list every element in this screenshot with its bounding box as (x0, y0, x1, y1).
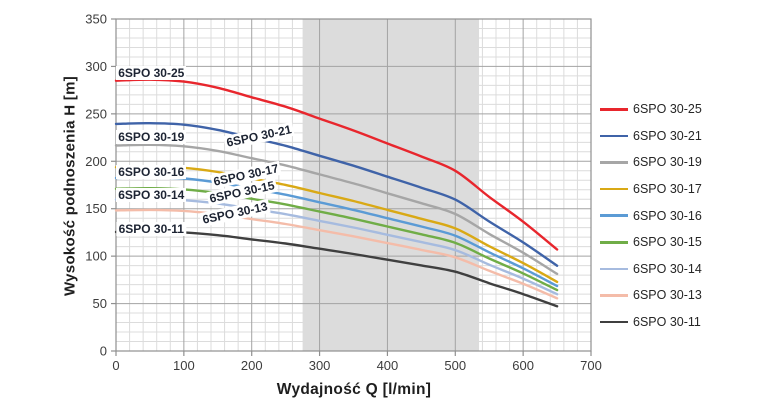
legend-label: 6SPO 30-19 (633, 155, 702, 170)
legend-item-6spo-30-15: 6SPO 30-15 (600, 229, 702, 256)
legend-item-6spo-30-13: 6SPO 30-13 (600, 282, 702, 309)
legend-label: 6SPO 30-16 (633, 208, 702, 223)
legend-item-6spo-30-25: 6SPO 30-25 (600, 96, 702, 123)
y-tick-label: 300 (85, 59, 107, 74)
legend-swatch-icon (600, 134, 628, 138)
x-tick-label: 300 (309, 358, 331, 373)
legend-swatch-icon (600, 320, 628, 324)
x-tick-label: 700 (580, 358, 602, 373)
x-tick-label: 0 (112, 358, 119, 373)
legend-label: 6SPO 30-25 (633, 102, 702, 117)
legend: 6SPO 30-25 6SPO 30-21 6SPO 30-19 6SPO 30-17… (600, 96, 702, 335)
curve-6spo-30-11 (114, 230, 559, 308)
curve-6spo-30-21 (114, 121, 559, 267)
legend-label: 6SPO 30-15 (633, 235, 702, 250)
legend-swatch-icon (600, 108, 628, 111)
legend-label: 6SPO 30-11 (633, 315, 701, 330)
curve-label-6spo-30-11: 6SPO 30-11 (116, 221, 186, 236)
plot-border (115, 18, 592, 352)
curve-6spo-30-17 (114, 165, 559, 284)
y-tick-label: 250 (85, 106, 107, 121)
y-tick-label: 150 (85, 201, 107, 216)
y-tick-label: 50 (93, 296, 107, 311)
legend-item-6spo-30-11: 6SPO 30-11 (600, 309, 702, 336)
legend-label: 6SPO 30-17 (633, 182, 702, 197)
legend-item-6spo-30-19: 6SPO 30-19 (600, 149, 702, 176)
legend-swatch-icon (600, 267, 628, 271)
legend-item-6spo-30-21: 6SPO 30-21 (600, 123, 702, 150)
legend-swatch-icon (600, 161, 628, 164)
legend-label: 6SPO 30-13 (633, 288, 702, 303)
x-tick-label: 200 (241, 358, 263, 373)
curve-6spo-30-15 (114, 186, 559, 292)
operating-range-band (302, 19, 480, 351)
curve-label-6spo-30-19: 6SPO 30-19 (116, 129, 187, 144)
legend-label: 6SPO 30-21 (633, 128, 702, 143)
legend-swatch-icon (600, 294, 628, 297)
legend-swatch-icon (600, 187, 628, 191)
x-tick-label: 400 (377, 358, 399, 373)
y-tick-label: 200 (85, 154, 107, 169)
curve-6spo-30-19 (114, 143, 559, 276)
curve-label-6spo-30-25: 6SPO 30-25 (116, 66, 187, 81)
curve-6spo-30-25 (114, 78, 559, 251)
y-axis-title: Wysokość podnoszenia H [m] (61, 75, 79, 297)
y-tick-label: 0 (100, 344, 107, 359)
legend-label: 6SPO 30-14 (633, 261, 702, 276)
x-tick-label: 600 (512, 358, 534, 373)
curve-label-6spo-30-16: 6SPO 30-16 (116, 164, 187, 179)
legend-item-6spo-30-16: 6SPO 30-16 (600, 202, 702, 229)
curve-6spo-30-13 (114, 208, 559, 300)
x-tick-label: 100 (173, 358, 195, 373)
curve-label-6spo-30-14: 6SPO 30-14 (116, 188, 187, 203)
curve-6spo-30-14 (114, 197, 559, 296)
legend-item-6spo-30-14: 6SPO 30-14 (600, 256, 702, 283)
y-tick-label: 100 (85, 249, 107, 264)
x-tick-label: 500 (444, 358, 466, 373)
x-axis-title: Wydajność Q [l/min] (276, 381, 432, 398)
y-tick-label: 350 (85, 12, 107, 27)
legend-swatch-icon (600, 240, 628, 244)
legend-item-6spo-30-17: 6SPO 30-17 (600, 176, 702, 203)
legend-swatch-icon (600, 214, 628, 217)
curve-6spo-30-16 (114, 176, 559, 288)
